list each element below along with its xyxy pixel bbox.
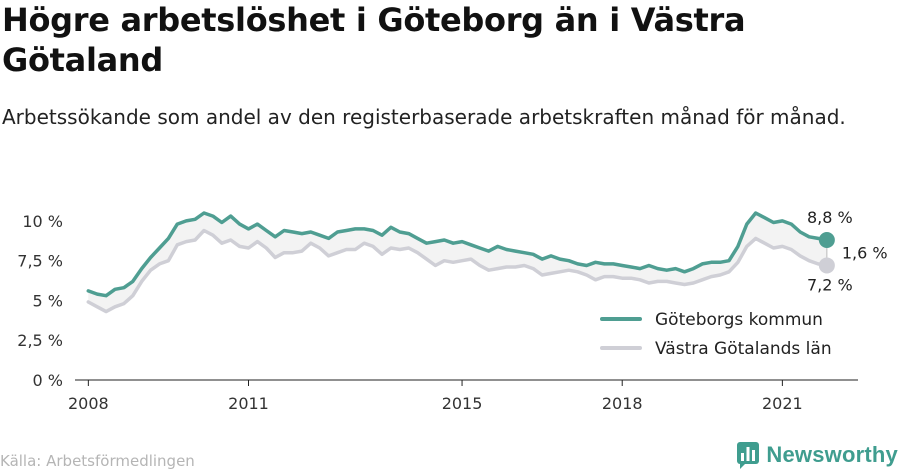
series-layer — [86, 211, 829, 314]
brand-name: Newsworthy — [766, 442, 898, 467]
brand-logo[interactable]: Newsworthy — [736, 441, 898, 469]
chart-subtitle: Arbetssökande som andel av den registerb… — [2, 105, 846, 129]
x-tick-label: 2008 — [68, 394, 109, 413]
x-tick-label: 2011 — [228, 394, 269, 413]
source-note: Källa: Arbetsförmedlingen — [0, 452, 195, 470]
y-tick-label: 0 % — [33, 371, 63, 390]
end-point-goteborg — [818, 232, 835, 248]
difference-label: 1,6 % — [842, 244, 888, 263]
series-line-vastra — [86, 228, 829, 314]
end-point-vastra — [818, 257, 835, 274]
end-annotations: 8,8 % 7,2 % 1,6 % — [807, 208, 888, 294]
legend-label: Göteborgs kommun — [655, 310, 823, 330]
x-tick-label: 2015 — [442, 394, 483, 413]
y-tick-label: 10 % — [22, 212, 63, 231]
difference-band — [88, 213, 827, 312]
y-tick-label: 2,5 % — [17, 331, 63, 350]
y-tick-label: 5 % — [33, 291, 63, 310]
end-label-vastra: 7,2 % — [807, 275, 853, 294]
legend-label: Västra Götalands län — [655, 339, 832, 359]
end-label-goteborg: 8,8 % — [807, 208, 853, 227]
x-tick-label: 2018 — [602, 394, 643, 413]
legend: Göteborgs kommun Västra Götalands län — [592, 304, 844, 366]
axes: 0 % 2,5 % 5 % 7,5 % 10 % 2008 2011 2015 2018 2021 — [17, 212, 858, 413]
y-tick-label: 7,5 % — [17, 252, 63, 271]
newsworthy-logo-icon — [737, 442, 760, 469]
legend-background — [592, 304, 844, 366]
series-line-goteborg — [86, 211, 829, 298]
difference-band-layer — [88, 213, 827, 312]
chart-title: Högre arbetslöshet i Göteborg än i Västr… — [2, 1, 746, 79]
x-tick-label: 2021 — [762, 394, 803, 413]
